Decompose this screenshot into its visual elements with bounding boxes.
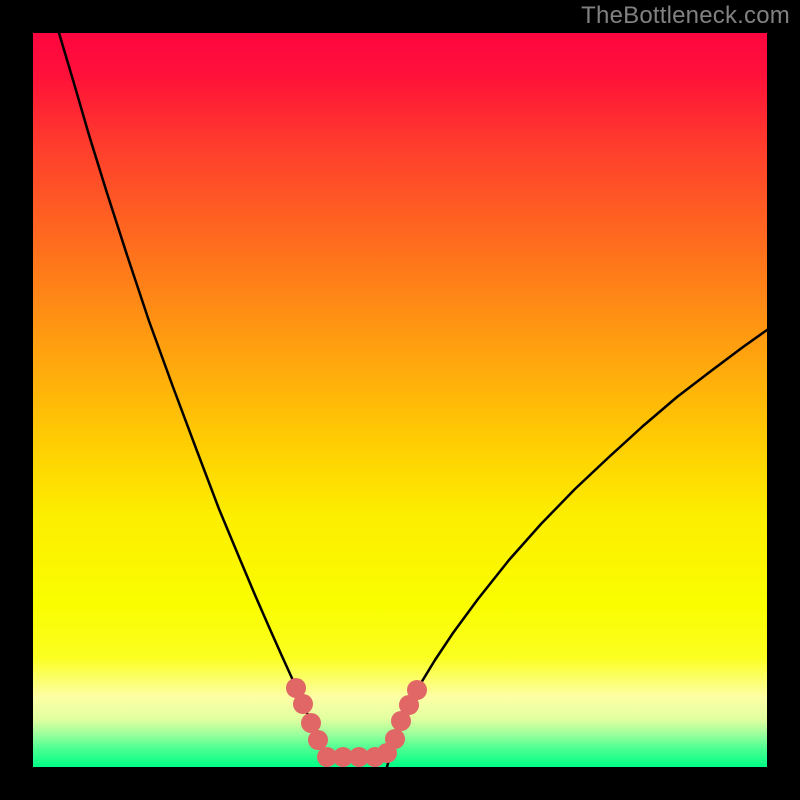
marker-dot xyxy=(293,694,313,714)
chart-area xyxy=(33,33,767,767)
watermark-text: TheBottleneck.com xyxy=(581,2,790,30)
chart-background xyxy=(33,33,767,767)
marker-dot xyxy=(385,729,405,749)
marker-dot xyxy=(407,680,427,700)
chart-svg xyxy=(33,33,767,767)
marker-dot xyxy=(308,730,328,750)
